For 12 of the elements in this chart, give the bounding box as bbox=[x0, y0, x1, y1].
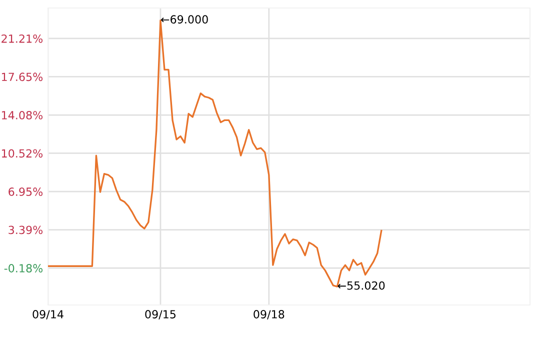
annotation: ←55.020 bbox=[338, 281, 385, 290]
y-tick-label: 3.39% bbox=[8, 226, 43, 234]
x-tick-label: 09/15 bbox=[145, 310, 176, 320]
x-tick-label: 09/18 bbox=[254, 310, 284, 320]
annotation: ←69.000 bbox=[161, 15, 208, 24]
x-tick-label: 09/14 bbox=[32, 310, 64, 320]
y-tick-label: -0.18% bbox=[4, 264, 43, 272]
y-tick-label: 21.21% bbox=[2, 34, 43, 43]
y-tick-label: 10.52% bbox=[2, 149, 43, 158]
y-tick-label: 6.95% bbox=[8, 188, 43, 196]
y-tick-label: 17.65% bbox=[2, 72, 43, 82]
y-tick-label: 14.08% bbox=[2, 110, 43, 120]
